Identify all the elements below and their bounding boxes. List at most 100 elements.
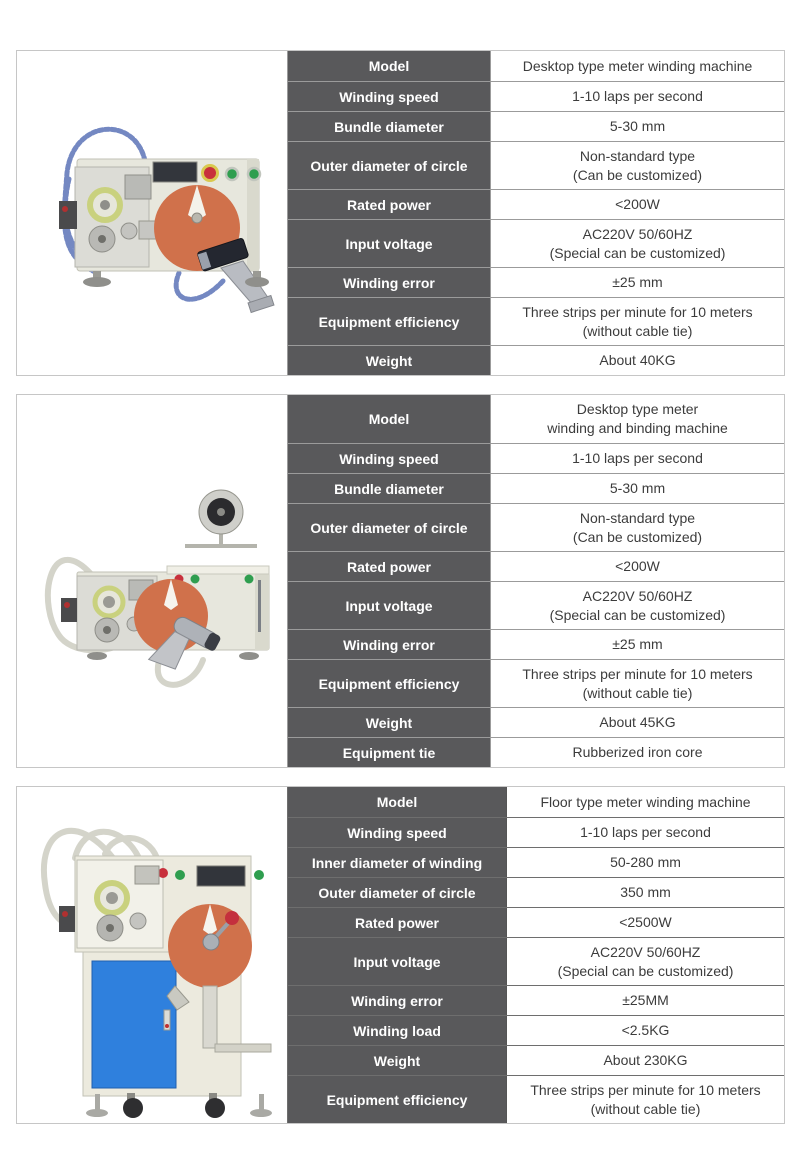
spec-label: Outer diameter of circle [288, 142, 491, 189]
spec-label: Inner diameter of winding [288, 848, 507, 877]
motor-assembly [197, 238, 275, 314]
metal-gear [129, 912, 147, 929]
spec-row: Input voltage AC220V 50/60HZ (Special can… [288, 937, 784, 985]
red-stop-button [201, 164, 219, 182]
spec-value: 1-10 laps per second [491, 82, 784, 111]
casters-and-feet [86, 1092, 272, 1118]
spec-row: Input voltage AC220V 50/60HZ (Special can… [288, 219, 784, 267]
spec-value: 5-30 mm [491, 474, 784, 503]
spec-value: Three strips per minute for 10 meters (w… [507, 1076, 784, 1123]
spec-value: 5-30 mm [491, 112, 784, 141]
feeding-mechanism [59, 166, 162, 268]
control-screen [196, 865, 246, 886]
spec-label: Model [288, 787, 507, 817]
caster-wheel [205, 1097, 225, 1118]
spec-row: Outer diameter of circle Non-standard typ… [288, 141, 784, 189]
spec-row: Equipment efficiency Three strips per min… [288, 297, 784, 345]
spec-row: Equipment tie Rubberized iron core [288, 737, 784, 767]
spec-row: Winding speed 1-10 laps per second [288, 81, 784, 111]
caster-wheel [123, 1097, 143, 1118]
spec-value: Rubberized iron core [491, 738, 784, 767]
spec-table: Model Floor type meter winding machine Win… [287, 787, 784, 1123]
spec-label: Equipment efficiency [288, 298, 491, 345]
disc-support [166, 984, 272, 1052]
green-start-button [175, 869, 185, 880]
spec-label: Weight [288, 708, 491, 737]
spec-value: ±25 mm [491, 268, 784, 297]
spec-row: Winding speed 1-10 laps per second [288, 443, 784, 473]
spec-value: Non-standard type (Can be customized) [491, 142, 784, 189]
spec-row: Rated power <2500W [288, 907, 784, 937]
spec-row: Weight About 40KG [288, 345, 784, 375]
spec-row: Equipment efficiency Three strips per min… [288, 659, 784, 707]
spec-value: Floor type meter winding machine [507, 787, 784, 817]
spec-row: Model Floor type meter winding machine [288, 787, 784, 817]
spec-value: About 45KG [491, 708, 784, 737]
floor-winding-machine-illustration [40, 827, 272, 1118]
spec-row: Weight About 45KG [288, 707, 784, 737]
desktop-winding-binding-machine-illustration [44, 489, 270, 688]
machine-photo-desktop-winding-binding [17, 395, 287, 767]
spec-value: About 230KG [507, 1046, 784, 1075]
spec-label: Equipment efficiency [288, 1076, 507, 1123]
metal-gear [120, 222, 138, 240]
spec-label: Winding speed [288, 444, 491, 473]
green-start-button [244, 574, 254, 584]
spec-panel-desktop-winding: Model Desktop type meter winding machine W… [16, 50, 785, 376]
disc-hub [202, 933, 220, 950]
spec-panel-floor-winding: Model Floor type meter winding machine Win… [16, 786, 785, 1124]
spec-panel-desktop-winding-binding: Model Desktop type meter winding and bind… [16, 394, 785, 768]
red-ball-handle [225, 910, 239, 925]
spec-value: 350 mm [507, 878, 784, 907]
spec-value: 50-280 mm [507, 848, 784, 877]
spec-row: Rated power <200W [288, 551, 784, 581]
spec-value: Three strips per minute for 10 meters (w… [491, 298, 784, 345]
spec-value: AC220V 50/60HZ (Special can be customize… [507, 938, 784, 985]
winding-disc [168, 903, 252, 988]
spec-row: Winding error ±25 mm [288, 267, 784, 297]
control-screen [152, 161, 198, 183]
spec-value: Three strips per minute for 10 meters (w… [491, 660, 784, 707]
wire-spool [185, 489, 257, 548]
spec-value: <2500W [507, 908, 784, 937]
leveling-foot [86, 1108, 108, 1117]
spec-value: 1-10 laps per second [507, 818, 784, 847]
spec-row: Equipment efficiency Three strips per min… [288, 1075, 784, 1123]
spec-label: Input voltage [288, 582, 491, 629]
wire-clamp [59, 905, 75, 932]
spec-row: Bundle diameter 5-30 mm [288, 111, 784, 141]
spec-label: Bundle diameter [288, 112, 491, 141]
suction-feet [83, 271, 269, 287]
spec-row: Inner diameter of winding 50-280 mm [288, 847, 784, 877]
spec-label: Winding speed [288, 818, 507, 847]
spec-label: Model [288, 395, 491, 443]
spec-row: Winding load <2.5KG [288, 1015, 784, 1045]
spec-value: About 40KG [491, 346, 784, 375]
machine-photo-desktop-winding [17, 51, 287, 375]
spec-label: Winding error [288, 630, 491, 659]
control-buttons [201, 164, 262, 182]
spec-row: Model Desktop type meter winding and bind… [288, 395, 784, 443]
spec-row: Weight About 230KG [288, 1045, 784, 1075]
spec-label: Input voltage [288, 220, 491, 267]
spec-label: Winding load [288, 1016, 507, 1045]
spec-row: Model Desktop type meter winding machine [288, 51, 784, 81]
spec-row: Winding error ±25MM [288, 985, 784, 1015]
spec-label: Weight [288, 1046, 507, 1075]
spec-value: <200W [491, 552, 784, 581]
green-start-button [190, 574, 200, 584]
spec-table: Model Desktop type meter winding machine W… [287, 51, 784, 375]
spec-value: AC220V 50/60HZ (Special can be customize… [491, 582, 784, 629]
control-buttons [174, 574, 254, 584]
spec-label: Rated power [288, 552, 491, 581]
spec-label: Model [288, 51, 491, 81]
spec-value: <200W [491, 190, 784, 219]
motor-assembly [147, 616, 221, 670]
machine-feet [87, 652, 259, 660]
spec-label: Outer diameter of circle [288, 504, 491, 551]
green-start-button [224, 166, 240, 182]
spec-value: Desktop type meter winding and binding m… [491, 395, 784, 443]
spec-row: Winding error ±25 mm [288, 629, 784, 659]
green-start-button [246, 166, 262, 182]
door-handle [163, 1009, 171, 1030]
